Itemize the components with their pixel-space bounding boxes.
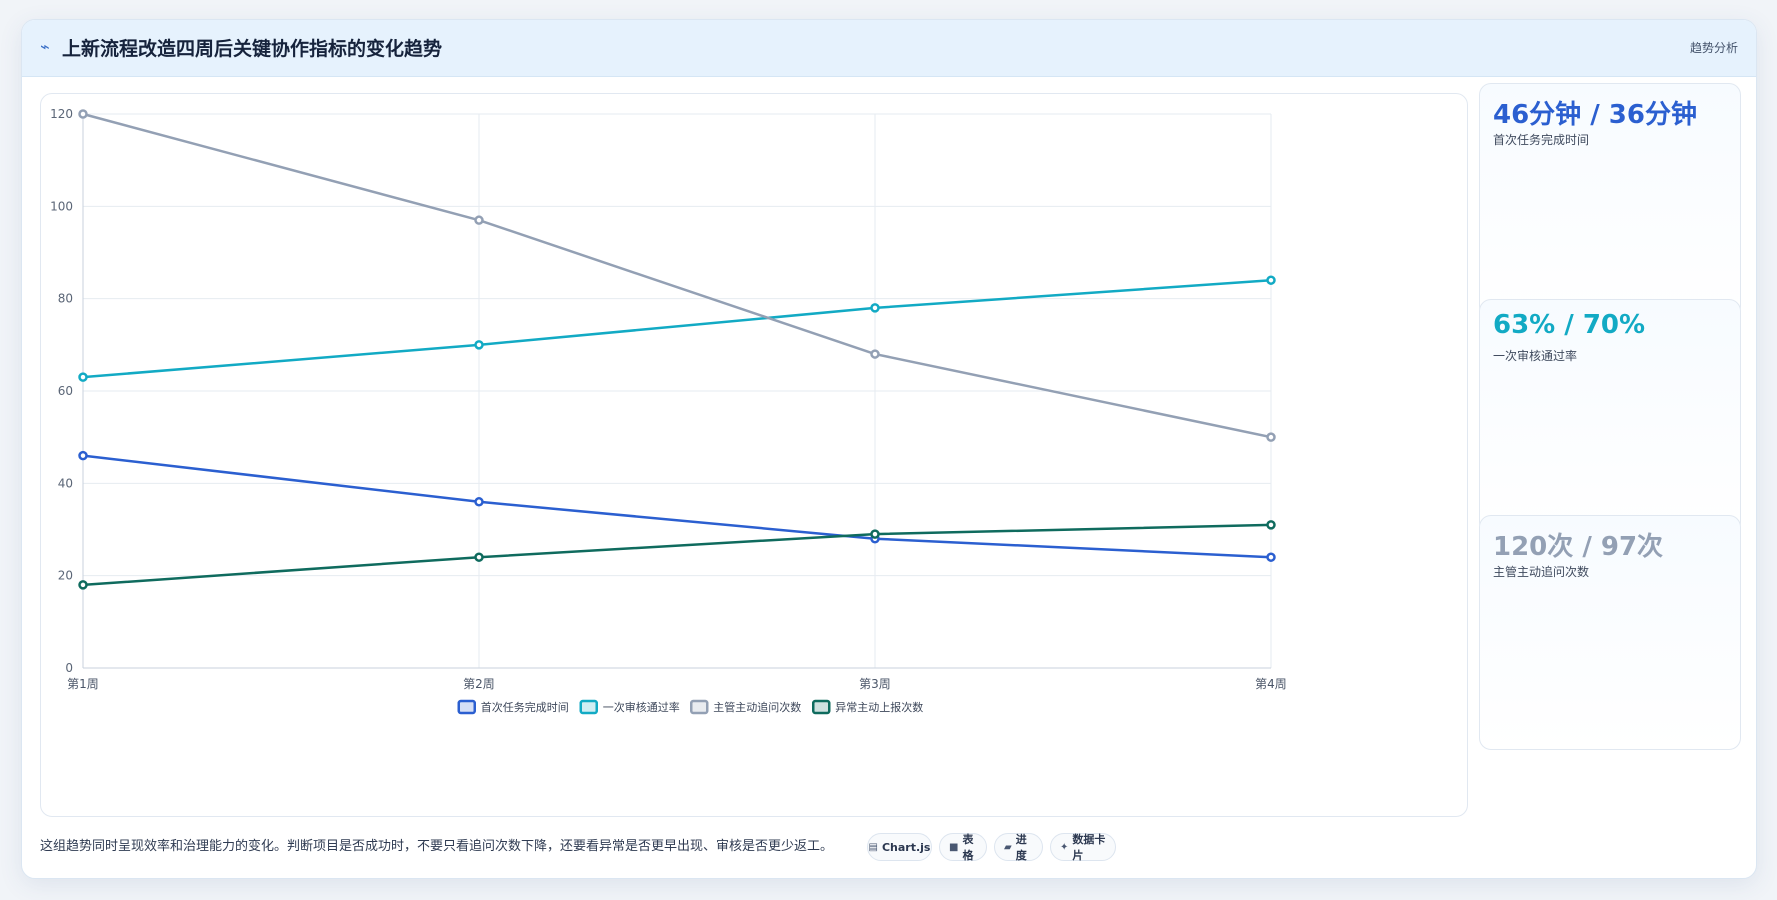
data-card-pill[interactable]: ✦ 数据卡片: [1050, 833, 1116, 862]
data-point: [78, 450, 88, 461]
chartjs-pill[interactable]: ▤ Chart.js: [867, 833, 932, 861]
data-point: [78, 372, 88, 382]
card-icon: ✦: [1060, 841, 1069, 853]
pill-label: 表格: [962, 833, 974, 862]
x-tick-label: 第3周: [859, 677, 891, 691]
kpi-value: 63% / 70%: [1493, 310, 1646, 340]
card-header: ⌁ 上新流程改造四周后关键协作指标的变化趋势 趋势分析: [22, 20, 1756, 77]
kpi-label: 一次审核通过率: [1493, 349, 1578, 363]
kpi-value: 46分钟 / 36分钟: [1493, 100, 1697, 130]
data-point: [474, 497, 484, 507]
y-tick-label: 20: [58, 569, 73, 583]
kpi-card-completion-time: 46分钟 / 36分钟 首次任务完成时间: [1479, 83, 1741, 318]
data-point: [870, 303, 880, 313]
footer-note: 这组趋势同时呈现效率和治理能力的变化。判断项目是否成功时，不要只看追问次数下降，…: [40, 839, 834, 854]
kpi-card-pass-rate: 63% / 70% 一次审核通过率: [1479, 299, 1741, 534]
progress-icon: ▰: [1004, 841, 1012, 853]
page-title: 上新流程改造四周后关键协作指标的变化趋势: [62, 38, 443, 60]
sparkline-icon: ⌁: [40, 37, 50, 56]
data-point: [474, 340, 484, 350]
legend-swatch: [457, 699, 476, 715]
y-tick-label: 100: [50, 199, 73, 213]
data-point: [474, 552, 484, 562]
kpi-card-followups: 120次 / 97次 主管主动追问次数: [1479, 515, 1741, 750]
legend-label: 一次审核通过率: [603, 700, 680, 714]
kpi-label: 主管主动追问次数: [1493, 565, 1590, 579]
data-point: [1266, 552, 1276, 562]
pill-label: 数据卡片: [1072, 833, 1106, 862]
x-tick-label: 第1周: [67, 677, 99, 691]
data-point: [78, 580, 88, 590]
series-line: [82, 523, 1272, 587]
series-line: [82, 112, 1272, 439]
data-point: [1266, 432, 1276, 442]
legend-swatch: [690, 699, 709, 715]
table-pill[interactable]: ■ 表格: [939, 833, 987, 862]
data-point: [474, 215, 484, 225]
dashboard-card: ⌁ 上新流程改造四周后关键协作指标的变化趋势 趋势分析 0 20 40 60 80 100…: [21, 19, 1757, 879]
data-point: [78, 109, 88, 119]
pill-label: 进度: [1015, 833, 1027, 862]
legend-swatch: [579, 699, 598, 715]
analysis-tag: 趋势分析: [1689, 41, 1738, 55]
y-tick-label: 0: [65, 661, 73, 675]
chart-icon: ▤: [868, 841, 878, 853]
legend-label: 异常主动上报次数: [835, 700, 923, 714]
legend-label: 主管主动追问次数: [713, 700, 801, 714]
data-point: [870, 529, 880, 539]
x-tick-label: 第2周: [463, 677, 495, 691]
y-tick-label: 80: [58, 292, 73, 306]
pill-label: Chart.js: [881, 840, 931, 854]
legend-label: 首次任务完成时间: [481, 700, 569, 714]
y-tick-label: 40: [58, 476, 73, 490]
legend-swatch: [812, 699, 831, 715]
progress-pill[interactable]: ▰ 进度: [994, 833, 1043, 862]
data-point: [1266, 520, 1276, 530]
chart-panel: 0 20 40 60 80 100 120 第1周 第2周 第3周 第4周首次任务完成时间 一次审核通…: [40, 93, 1468, 817]
data-point: [870, 349, 880, 359]
series-line: [82, 278, 1272, 379]
x-tick-label: 第4周: [1255, 677, 1287, 691]
table-icon: ■: [949, 841, 959, 853]
series-line: [82, 454, 1272, 559]
y-tick-label: 60: [58, 384, 73, 398]
kpi-value: 120次 / 97次: [1493, 532, 1664, 562]
data-point: [1266, 275, 1276, 285]
y-tick-label: 120: [50, 107, 73, 121]
kpi-label: 首次任务完成时间: [1493, 133, 1590, 147]
